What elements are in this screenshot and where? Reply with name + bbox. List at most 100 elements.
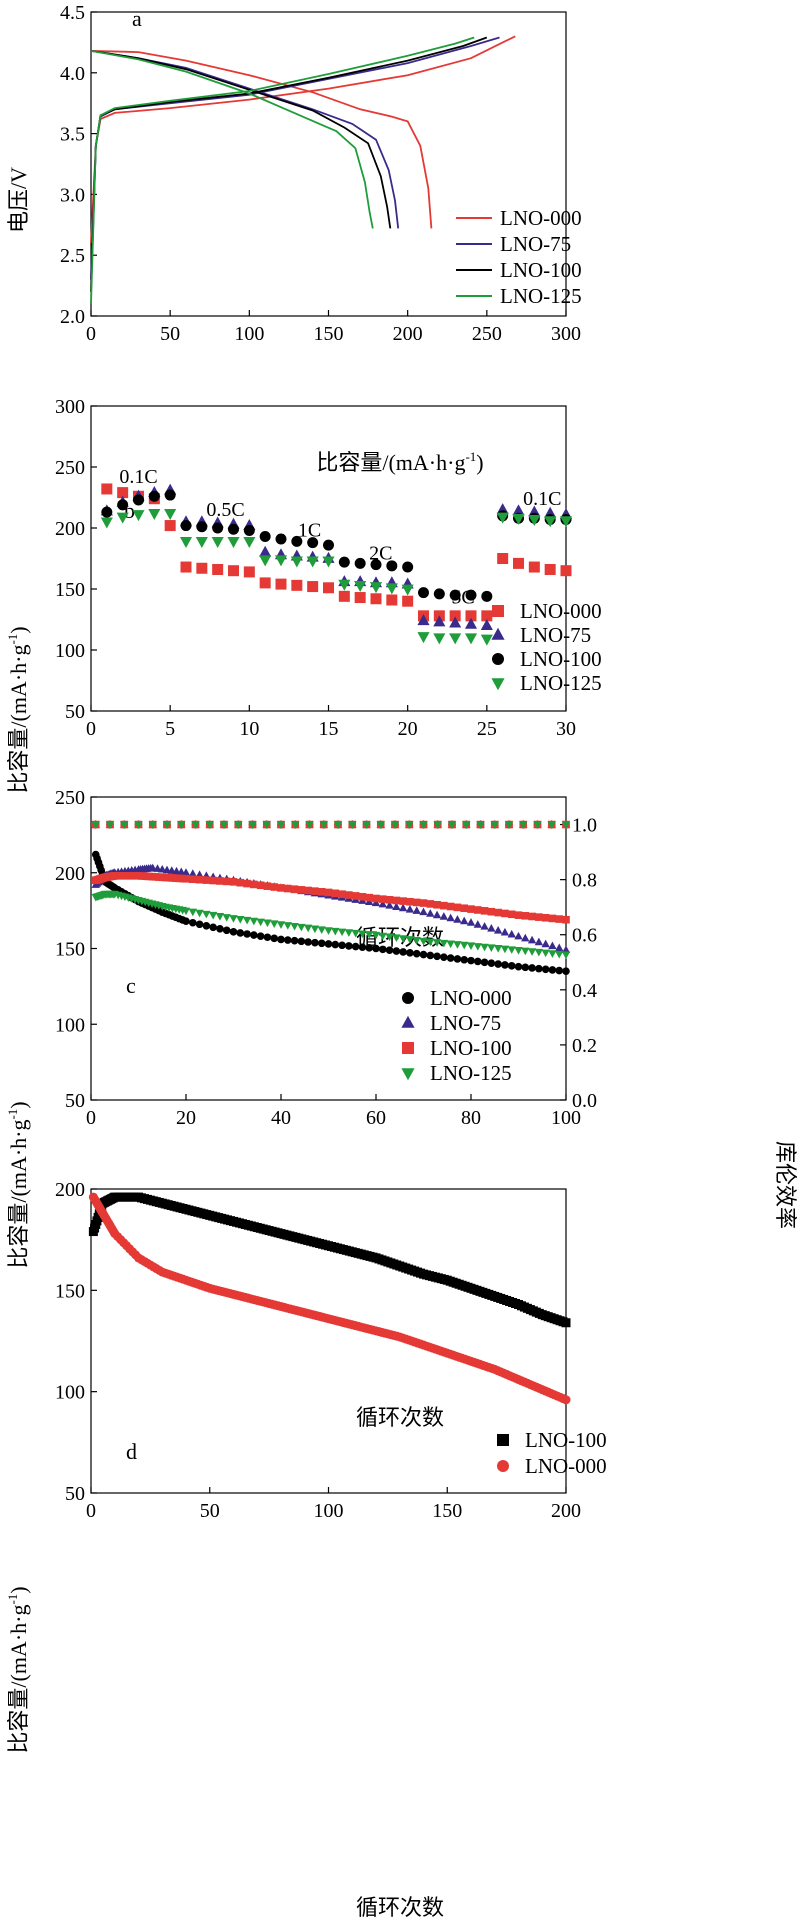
data-point-triangle-down xyxy=(487,944,496,952)
legend-label: LNO-75 xyxy=(500,232,571,256)
data-point-circle xyxy=(418,587,429,599)
data-point-triangle-up xyxy=(473,920,482,928)
data-point-square xyxy=(481,610,493,622)
data-point-circle xyxy=(243,930,251,938)
y-tick-label: 50 xyxy=(65,701,85,723)
series-line-LNO-125-discharge xyxy=(90,50,374,229)
data-point-triangle-down xyxy=(473,943,482,951)
data-point-triangle-down xyxy=(290,556,303,568)
data-point-triangle-down xyxy=(512,513,525,525)
y2-tick-label: 0.8 xyxy=(572,870,597,892)
data-point-square xyxy=(513,557,524,569)
data-point-circle xyxy=(433,588,445,600)
data-point-square xyxy=(365,893,374,902)
data-point-triangle-down xyxy=(283,922,292,930)
x-tick-label: 100 xyxy=(551,1107,581,1129)
data-point-square xyxy=(406,897,414,906)
legend-label: LNO-100 xyxy=(525,1428,607,1452)
data-point-triangle-down xyxy=(466,942,476,951)
data-point-triangle-up xyxy=(392,902,401,910)
data-point-circle xyxy=(528,964,536,972)
data-point-square xyxy=(541,913,550,922)
data-point-triangle-down xyxy=(208,911,218,920)
data-point-circle xyxy=(446,954,455,962)
panel-c-ylabel: 比容量/(mA·h·g-1) xyxy=(5,1101,31,1268)
data-point-circle xyxy=(473,957,482,966)
data-point-triangle-down xyxy=(211,537,224,549)
data-point-circle xyxy=(372,944,380,953)
data-point-triangle-down xyxy=(259,555,272,567)
data-point-square xyxy=(297,886,306,894)
data-point-circle xyxy=(259,531,271,543)
data-point-triangle-down xyxy=(521,947,530,956)
data-point-square xyxy=(544,563,556,575)
data-point-triangle-up xyxy=(405,904,415,913)
data-point-square xyxy=(433,900,441,909)
rate-annotation: 5C xyxy=(451,587,474,609)
plots-layer: 0 50 100 150 200 250 3002.02.53.03.54.04.5LNO-… xyxy=(55,2,607,1522)
data-point-square xyxy=(164,520,176,532)
data-point-triangle-up xyxy=(500,927,510,936)
data-point-triangle-down xyxy=(405,936,415,944)
x-tick-label: 150 xyxy=(432,1500,462,1522)
data-point-triangle-up xyxy=(449,616,462,628)
data-point-circle xyxy=(465,589,477,601)
data-point-circle xyxy=(228,523,239,535)
data-point-circle xyxy=(256,932,265,940)
data-point-triangle-down xyxy=(480,634,493,646)
x-tick-label: 200 xyxy=(551,1500,581,1522)
data-point-square xyxy=(497,1434,509,1446)
data-point-square xyxy=(338,590,350,602)
panel-a-axes: 0 50 100 150 200 250 300 2.0 2.5 3.0 3.5 4.0 4.5 xyxy=(60,2,581,345)
data-point-triangle-up xyxy=(527,935,537,944)
data-point-circle xyxy=(164,489,176,501)
data-point-triangle-down xyxy=(460,941,469,950)
legend-label: LNO-75 xyxy=(520,623,591,647)
data-point-triangle-down xyxy=(191,821,200,830)
data-point-circle xyxy=(378,945,387,954)
data-point-square xyxy=(250,880,258,889)
data-point-triangle-up xyxy=(464,617,478,629)
data-point-square xyxy=(372,894,380,903)
data-point-circle xyxy=(453,955,462,963)
data-point-triangle-down xyxy=(248,821,257,830)
data-point-triangle-up xyxy=(480,619,493,630)
data-point-square xyxy=(494,908,502,917)
data-point-square xyxy=(440,901,448,910)
data-point-triangle-down xyxy=(148,508,161,520)
y-tick-label: 300 xyxy=(55,396,85,418)
data-point-square xyxy=(561,1318,571,1328)
data-point-square xyxy=(426,900,435,908)
data-point-triangle-down xyxy=(344,929,354,937)
data-point-circle xyxy=(494,960,502,968)
data-point-triangle-down xyxy=(179,537,193,549)
data-point-square xyxy=(236,878,245,887)
data-point-triangle-down xyxy=(322,556,335,568)
data-point-square xyxy=(497,553,509,564)
data-point-triangle-down xyxy=(541,949,550,958)
data-point-square xyxy=(528,912,536,921)
data-point-triangle-down xyxy=(249,917,259,926)
data-point-circle xyxy=(338,556,350,568)
y-tick-label: 150 xyxy=(55,579,85,601)
data-point-circle xyxy=(311,938,319,947)
data-point-triangle-up xyxy=(419,907,428,916)
data-point-triangle-down xyxy=(291,821,300,830)
data-point-square xyxy=(263,882,272,890)
data-point-triangle-down xyxy=(132,510,145,522)
legend-label: LNO-000 xyxy=(520,599,602,623)
legend-label: LNO-100 xyxy=(520,647,602,671)
data-point-circle xyxy=(283,936,292,944)
data-point-square xyxy=(453,903,462,912)
data-point-circle xyxy=(243,524,255,536)
data-point-triangle-down xyxy=(453,941,462,949)
data-point-square xyxy=(492,605,504,617)
data-point-square xyxy=(449,610,461,622)
y-tick-label: 50 xyxy=(65,1090,85,1112)
data-point-triangle-down xyxy=(120,821,129,830)
data-point-circle xyxy=(180,520,192,532)
data-point-square xyxy=(345,891,353,899)
x-tick-label: 0 xyxy=(86,1500,96,1522)
legend-label: LNO-75 xyxy=(430,1011,501,1035)
